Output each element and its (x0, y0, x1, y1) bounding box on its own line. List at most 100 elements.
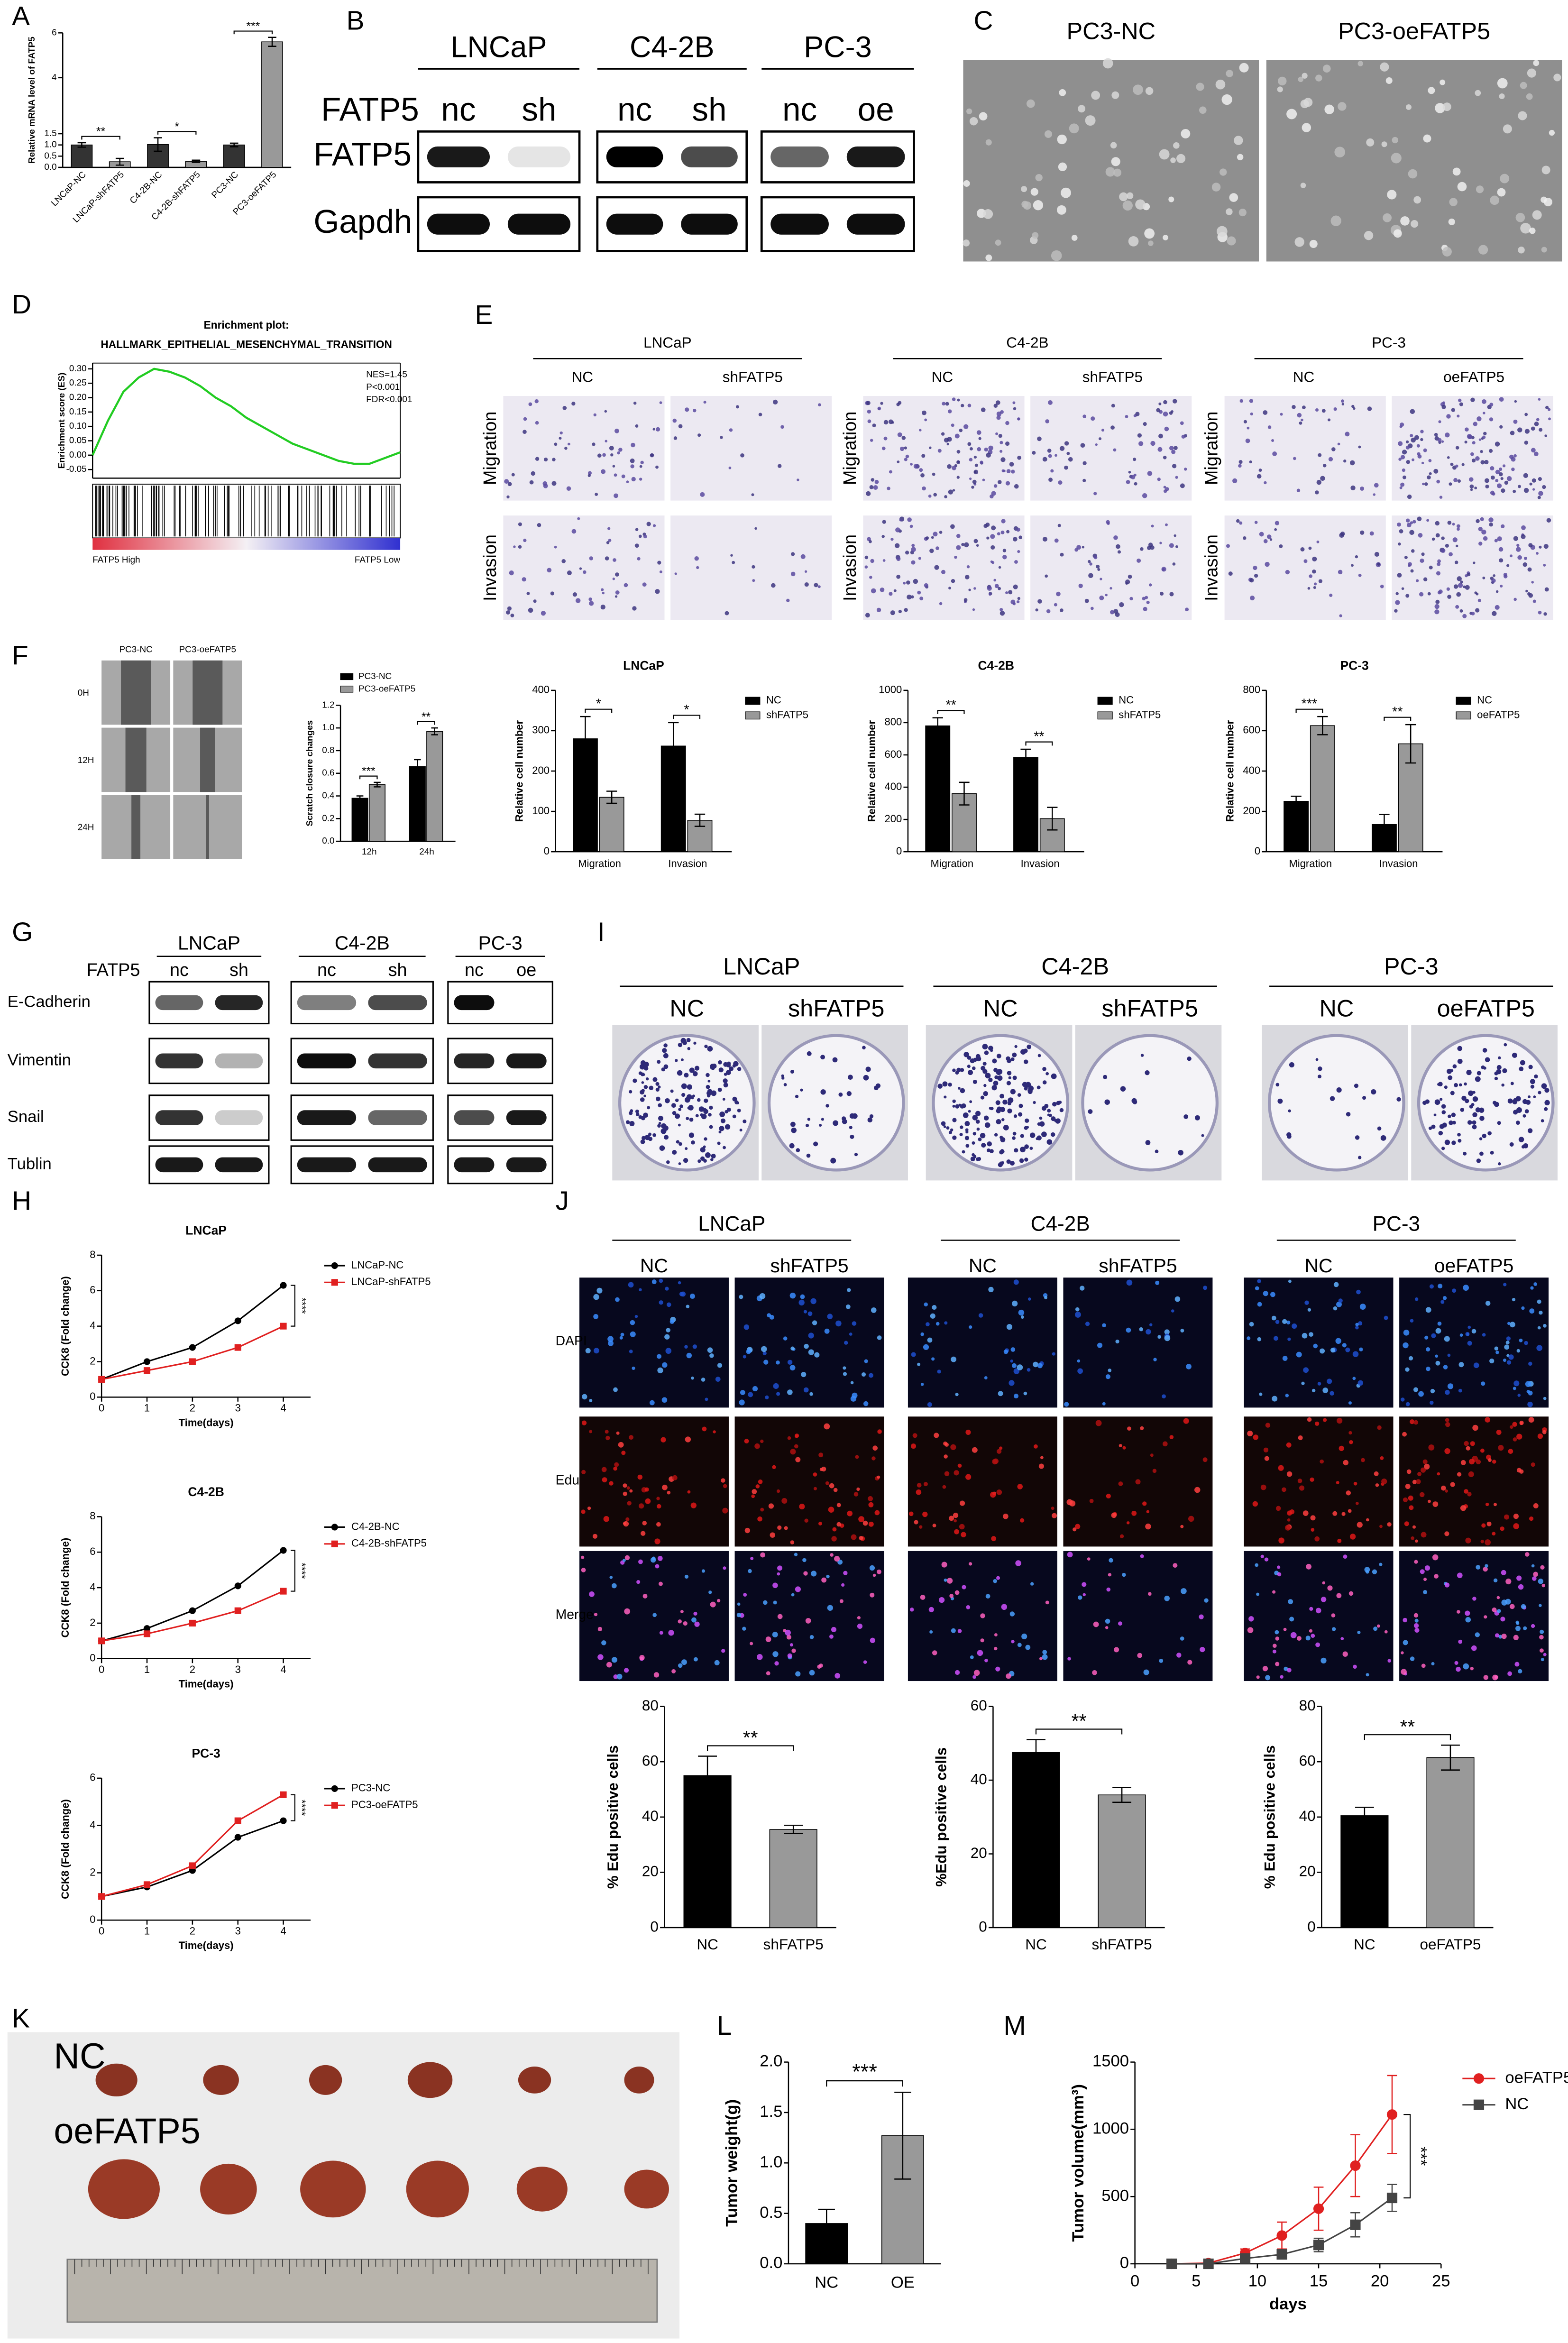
cell (1003, 1513, 1009, 1519)
colony (842, 1116, 846, 1121)
cell (1521, 1306, 1525, 1310)
cell (743, 1355, 746, 1359)
protein-label: Gapdh (313, 203, 412, 240)
cell (917, 1483, 922, 1488)
cell (1413, 1613, 1419, 1618)
colony (1012, 1131, 1017, 1136)
ruler (66, 2259, 658, 2323)
cell (1265, 1423, 1271, 1428)
cell (1501, 1634, 1507, 1639)
colony (1027, 1089, 1033, 1094)
cell (1009, 462, 1014, 467)
cell (1006, 1324, 1013, 1330)
error-bar (698, 1755, 717, 1796)
bar (261, 41, 283, 168)
cell (1422, 1459, 1428, 1464)
cell (1524, 557, 1527, 560)
cell (1483, 432, 1487, 436)
legend-label: NC (1119, 694, 1134, 706)
cell (656, 1354, 662, 1359)
cell (1510, 431, 1515, 435)
colony (1512, 1052, 1517, 1058)
cell (1165, 523, 1168, 526)
cell (616, 1431, 620, 1435)
cell (772, 1465, 776, 1470)
cell (1445, 1418, 1449, 1423)
colony (1346, 1112, 1351, 1117)
colony (1039, 1116, 1043, 1120)
cell (708, 1590, 712, 1594)
cell (760, 1552, 765, 1558)
cell (870, 1637, 876, 1643)
significance-bracket (291, 1285, 295, 1327)
plate (1081, 1034, 1219, 1172)
cell (1106, 1587, 1111, 1592)
cell (1255, 1286, 1259, 1291)
colony (677, 1070, 683, 1076)
chart-title: C4-2B (978, 658, 1014, 672)
colony (641, 1116, 646, 1121)
cell (821, 1577, 827, 1583)
cell (1501, 1570, 1506, 1575)
colony (676, 1140, 680, 1144)
cell (1320, 1597, 1327, 1602)
cell (1426, 1347, 1430, 1352)
cell (602, 1477, 607, 1483)
cell (974, 463, 978, 467)
cell (1465, 427, 1469, 432)
colony (1457, 1133, 1461, 1137)
colony (1441, 1147, 1445, 1150)
cell (1539, 1635, 1544, 1640)
lane-label: nc (441, 91, 476, 128)
cell (1520, 82, 1527, 89)
cell (1169, 1435, 1174, 1439)
colony (1377, 1126, 1382, 1131)
cell (1480, 460, 1485, 465)
cell (1430, 1400, 1434, 1405)
significance-label: ** (743, 1727, 758, 1748)
cell (1002, 549, 1007, 552)
cell (1409, 1505, 1414, 1510)
cell (611, 1657, 617, 1663)
cell (1498, 547, 1504, 552)
cell (729, 428, 733, 432)
cell (785, 1629, 791, 1636)
cell (827, 1314, 833, 1319)
cell (1437, 562, 1441, 566)
cell (1340, 399, 1345, 403)
cell (1263, 410, 1268, 415)
marker (234, 1817, 241, 1824)
cell (680, 1291, 686, 1297)
y-tick-label: 0.0 (44, 162, 56, 172)
cell (589, 1430, 593, 1433)
cell (998, 566, 1001, 569)
cell (1259, 532, 1264, 537)
colony (984, 1050, 989, 1055)
cell (1458, 583, 1463, 588)
marker (280, 1323, 287, 1330)
x-tick-label: Migration (578, 857, 621, 869)
cell (736, 1613, 742, 1617)
colony (695, 1114, 699, 1118)
colony (693, 1041, 697, 1045)
colony (813, 1141, 818, 1147)
cell (1543, 612, 1547, 616)
cell (1402, 475, 1406, 479)
colony (789, 1143, 795, 1149)
significance-bracket (417, 721, 435, 725)
cell (637, 1474, 643, 1480)
cell (954, 1470, 959, 1476)
cell (1169, 592, 1174, 597)
colony (1515, 1121, 1520, 1125)
cell (691, 1617, 697, 1623)
cell (1302, 1332, 1308, 1339)
colony (700, 1113, 704, 1117)
cell (1518, 485, 1521, 488)
protein-label: Vimentin (8, 1051, 71, 1069)
significance-bracket (1025, 741, 1053, 746)
cell (1078, 583, 1083, 588)
cell (1414, 435, 1419, 440)
cell (1366, 1518, 1369, 1522)
cell (1316, 479, 1321, 485)
significance-label: ** (1072, 1710, 1087, 1732)
